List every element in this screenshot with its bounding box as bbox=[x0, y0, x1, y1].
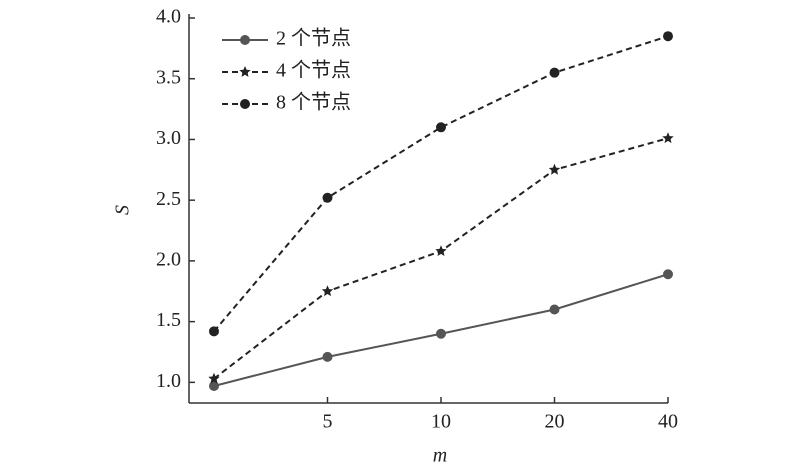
x-tick-label: 5 bbox=[323, 411, 333, 433]
marker bbox=[321, 285, 334, 297]
x-axis-label: m bbox=[433, 445, 447, 467]
x-tick-label: 10 bbox=[431, 411, 451, 433]
series-line bbox=[213, 35, 669, 332]
marker bbox=[435, 245, 447, 256]
y-axis-label: S bbox=[112, 205, 134, 215]
y-tick-label: 2.5 bbox=[156, 188, 181, 210]
marker bbox=[549, 304, 560, 315]
y-tick-label: 4.0 bbox=[156, 6, 181, 28]
legend-label: 8 个节点 bbox=[276, 91, 351, 114]
marker bbox=[549, 67, 560, 78]
marker bbox=[436, 328, 446, 339]
marker bbox=[663, 269, 673, 280]
marker bbox=[322, 192, 333, 203]
x-tick-label: 40 bbox=[658, 411, 678, 433]
marker bbox=[209, 326, 219, 337]
marker bbox=[548, 163, 561, 175]
marker bbox=[240, 35, 250, 45]
y-tick-label: 2.0 bbox=[156, 248, 181, 270]
y-tick-label: 1.5 bbox=[156, 309, 181, 331]
y-tick-label: 3.0 bbox=[156, 127, 181, 149]
x-tick-label: 20 bbox=[545, 411, 565, 433]
marker bbox=[239, 66, 251, 77]
y-tick-label: 1.0 bbox=[156, 370, 181, 392]
legend-label: 4 个节点 bbox=[276, 59, 351, 82]
series-line bbox=[213, 137, 669, 380]
marker bbox=[209, 380, 219, 391]
y-tick-label: 3.5 bbox=[156, 66, 181, 88]
legend-label: 2 个节点 bbox=[276, 27, 351, 50]
marker bbox=[662, 132, 674, 144]
marker bbox=[208, 372, 220, 384]
marker bbox=[240, 99, 250, 109]
marker bbox=[436, 122, 446, 133]
marker bbox=[663, 31, 673, 42]
marker bbox=[322, 351, 333, 362]
